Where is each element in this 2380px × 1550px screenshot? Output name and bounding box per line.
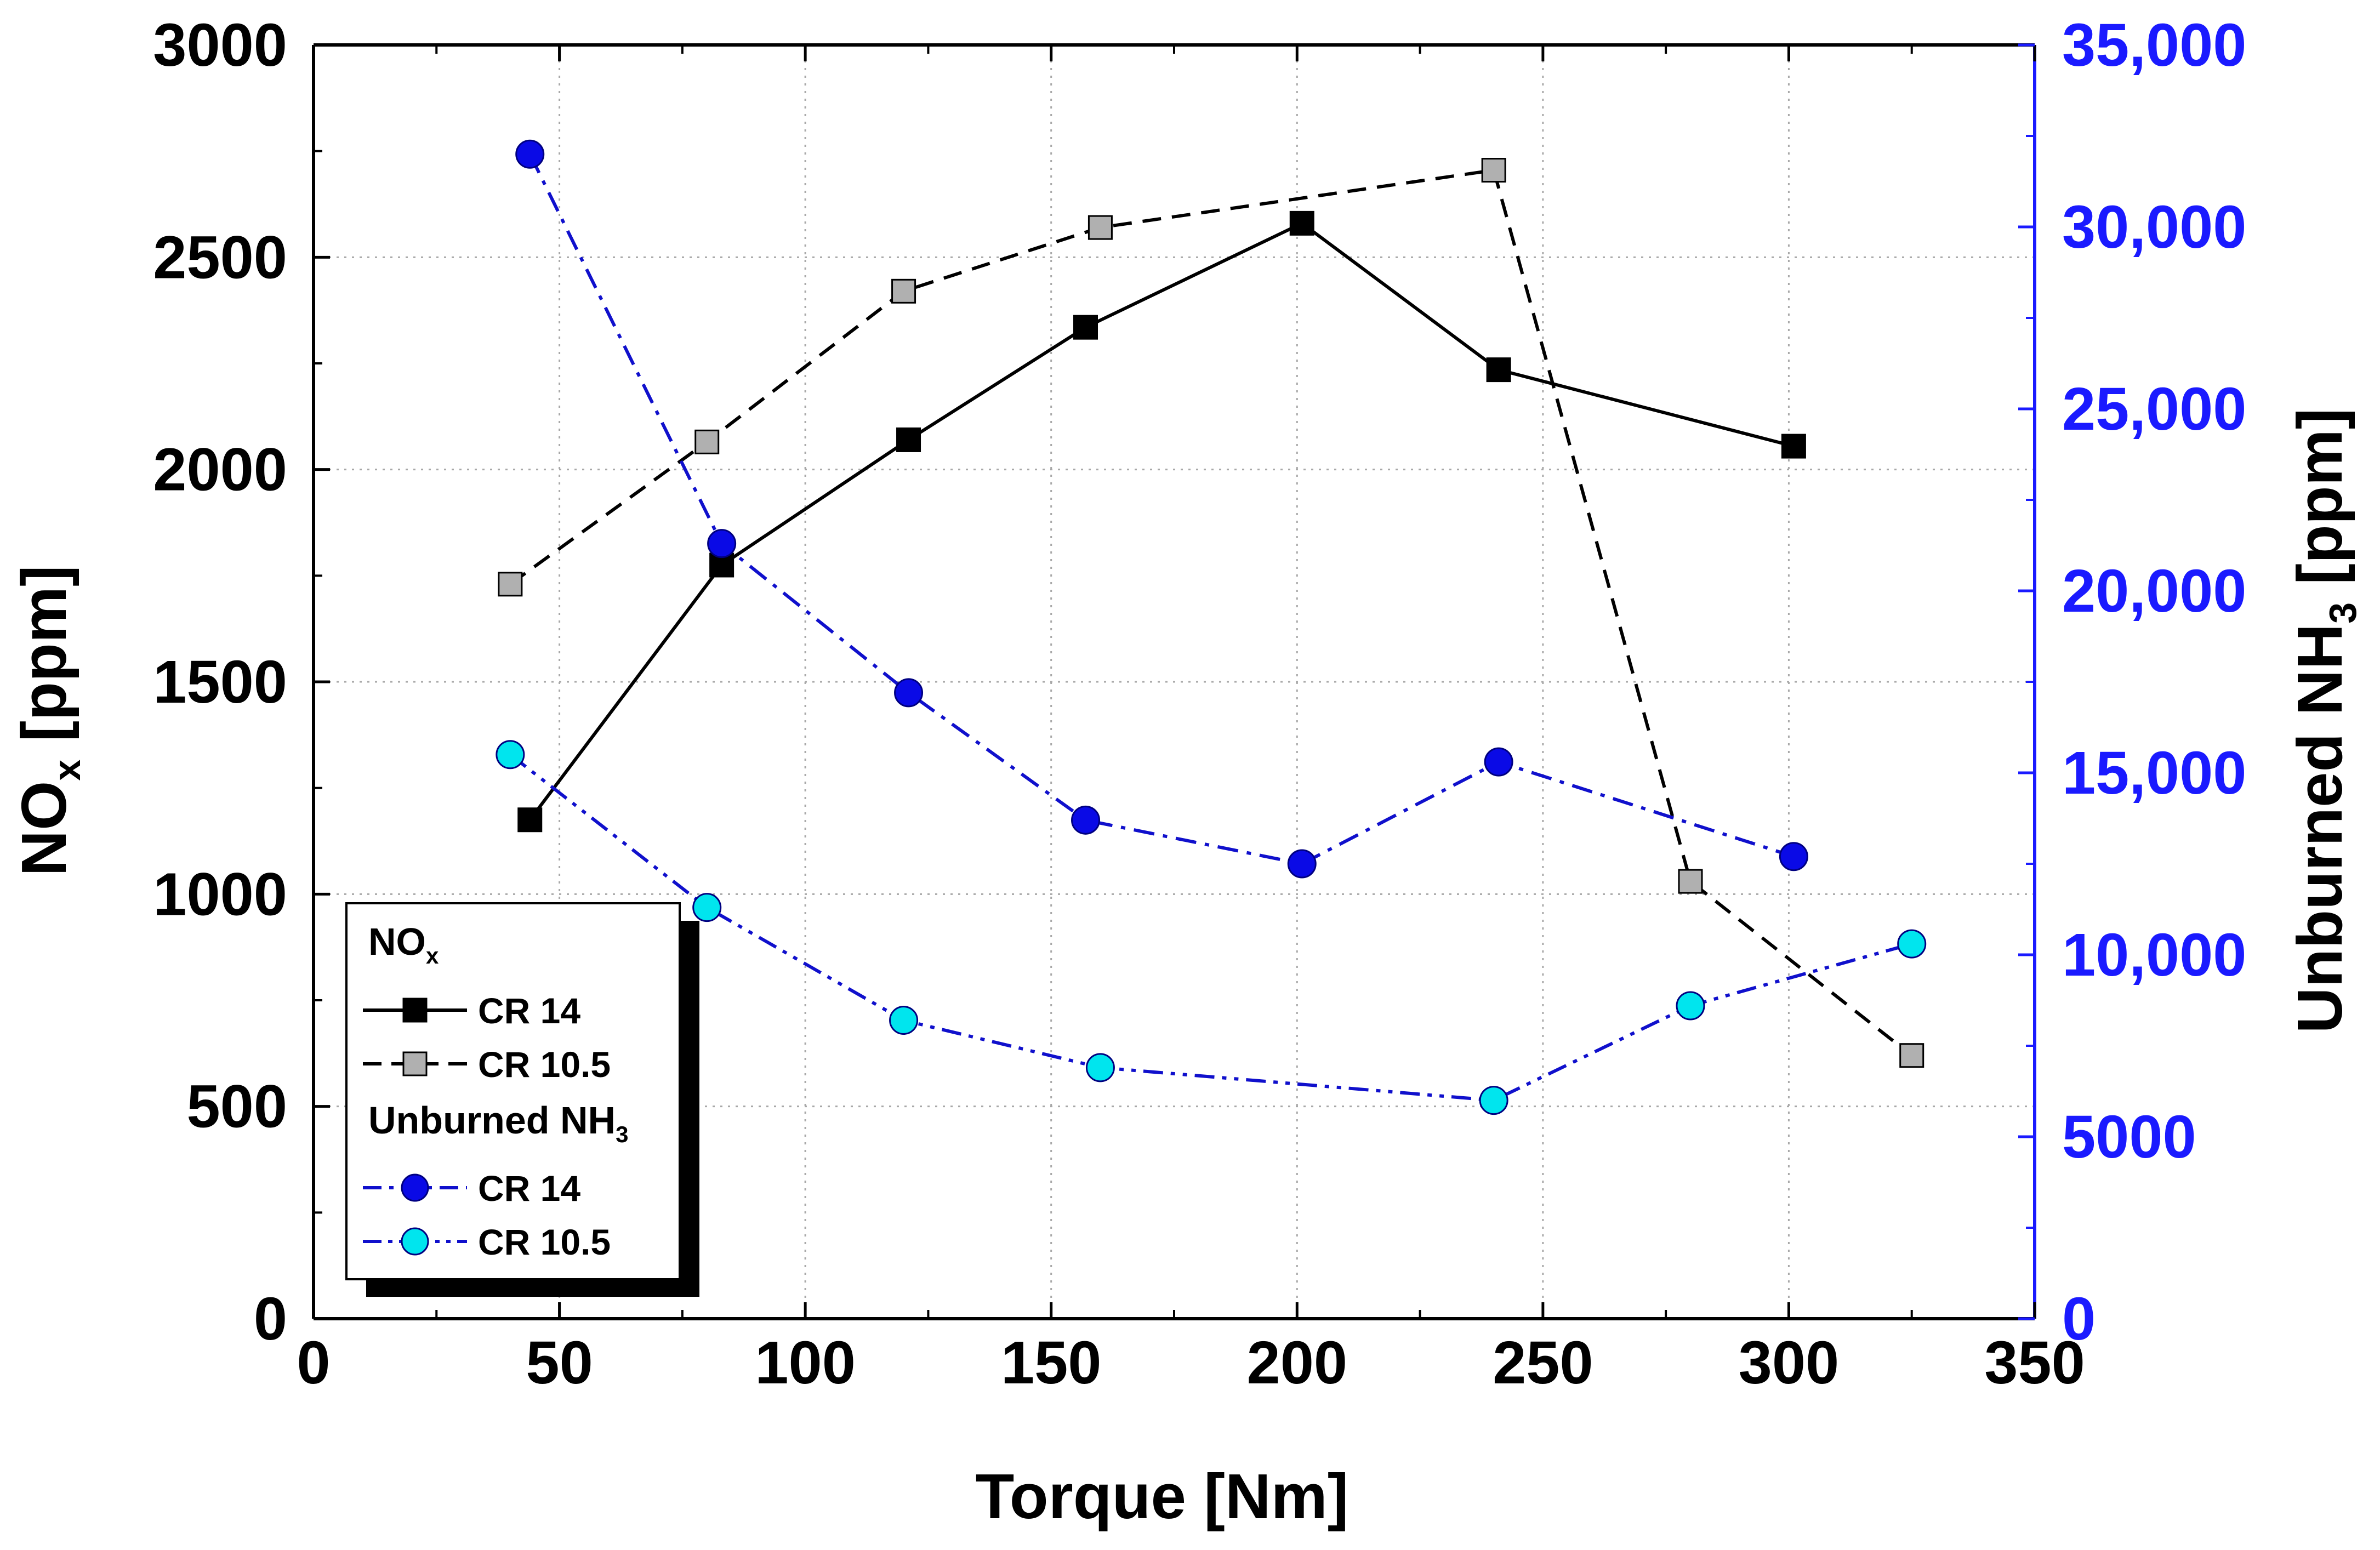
series-layer xyxy=(496,139,1927,1115)
x-tick-label: 150 xyxy=(1001,1329,1102,1397)
data-point-circle xyxy=(707,529,737,559)
x-axis-title: Torque [Nm] xyxy=(976,1461,1349,1532)
x-tick-label: 350 xyxy=(1984,1329,2085,1397)
x-tick-label: 300 xyxy=(1739,1329,1840,1397)
x-tick-label: 100 xyxy=(755,1329,856,1397)
y2-tick-label: 20,000 xyxy=(2062,557,2246,625)
y-tick-label: 0 xyxy=(254,1285,287,1353)
x-tick-label: 250 xyxy=(1493,1329,1593,1397)
data-point-square xyxy=(1289,210,1314,236)
grid xyxy=(314,45,2035,1319)
legend-marker-nox-cr105 xyxy=(402,1051,428,1076)
y-tick-label: 1500 xyxy=(153,648,287,716)
series-line-2 xyxy=(528,153,1795,865)
data-point-circle xyxy=(1897,929,1927,959)
data-point-square xyxy=(1481,158,1506,183)
y2-tick-label: 15,000 xyxy=(2062,739,2246,807)
legend-marker-nh3-cr14 xyxy=(401,1173,429,1202)
data-point-square xyxy=(1073,315,1098,340)
y2-tick-label: 25,000 xyxy=(2062,375,2246,443)
y2-tick-label: 0 xyxy=(2062,1285,2096,1353)
data-point-circle xyxy=(1484,747,1513,777)
y-tick-label: 2500 xyxy=(153,224,287,291)
legend-marker-nox-cr14 xyxy=(402,998,428,1023)
series-line-3 xyxy=(509,753,1912,1102)
x-tick-label: 0 xyxy=(297,1329,330,1397)
data-point-square xyxy=(498,572,523,597)
data-point-circle xyxy=(894,678,924,708)
data-point-circle xyxy=(1085,1053,1115,1082)
data-point-square xyxy=(1087,215,1113,240)
y2-tick-label: 35,000 xyxy=(2062,12,2246,79)
data-point-square xyxy=(1486,357,1511,383)
data-point-circle xyxy=(692,893,722,922)
data-point-square xyxy=(517,807,543,833)
series-line-0 xyxy=(528,221,1795,821)
y-tick-label: 1000 xyxy=(153,861,287,928)
y2-tick-label: 5000 xyxy=(2062,1103,2196,1171)
legend: NOx CR 14 CR 10.5 Unburned NH3 CR 14 CR … xyxy=(345,902,699,1297)
axes xyxy=(312,43,2036,1320)
data-point-square xyxy=(1899,1043,1925,1068)
legend-marker-nh3-cr105 xyxy=(401,1227,429,1256)
legend-label-nh3-cr14: CR 14 xyxy=(478,1168,580,1209)
x-tick-label: 50 xyxy=(526,1329,593,1397)
y-axis-title: NOx [ppm] xyxy=(8,565,88,876)
data-point-circle xyxy=(515,139,545,169)
y2-tick-label: 30,000 xyxy=(2062,193,2246,261)
legend-label-nox-cr14: CR 14 xyxy=(478,990,580,1031)
data-point-circle xyxy=(496,740,525,770)
y-tick-label: 3000 xyxy=(153,12,287,79)
data-point-circle xyxy=(1479,1086,1508,1115)
legend-group-title-nh3: Unburned NH3 xyxy=(368,1099,628,1147)
data-point-circle xyxy=(1287,849,1317,879)
legend-box xyxy=(345,902,681,1280)
data-point-circle xyxy=(1676,991,1705,1021)
y-tick-label: 500 xyxy=(186,1073,287,1141)
series-line-1 xyxy=(509,168,1913,1057)
y-tick-label: 2000 xyxy=(153,436,287,504)
y2-axis-title: Unburned NH3 [ppm] xyxy=(2284,408,2364,1034)
data-point-square xyxy=(1678,869,1703,894)
legend-label-nox-cr105: CR 10.5 xyxy=(478,1044,611,1085)
tick-labels: 0 50 100 150 200 250 300 3500500100015002000250… xyxy=(153,12,2246,1397)
data-point-square xyxy=(891,278,916,304)
legend-group-title-nox: NOx xyxy=(368,920,439,968)
data-point-square xyxy=(1781,434,1806,459)
data-point-circle xyxy=(1071,805,1101,835)
data-point-circle xyxy=(1779,842,1808,871)
x-tick-label: 200 xyxy=(1247,1329,1348,1397)
y2-tick-label: 10,000 xyxy=(2062,921,2246,989)
legend-label-nh3-cr105: CR 10.5 xyxy=(478,1222,611,1262)
data-point-square xyxy=(896,427,921,452)
data-point-square xyxy=(694,429,720,454)
data-point-circle xyxy=(889,1006,919,1035)
